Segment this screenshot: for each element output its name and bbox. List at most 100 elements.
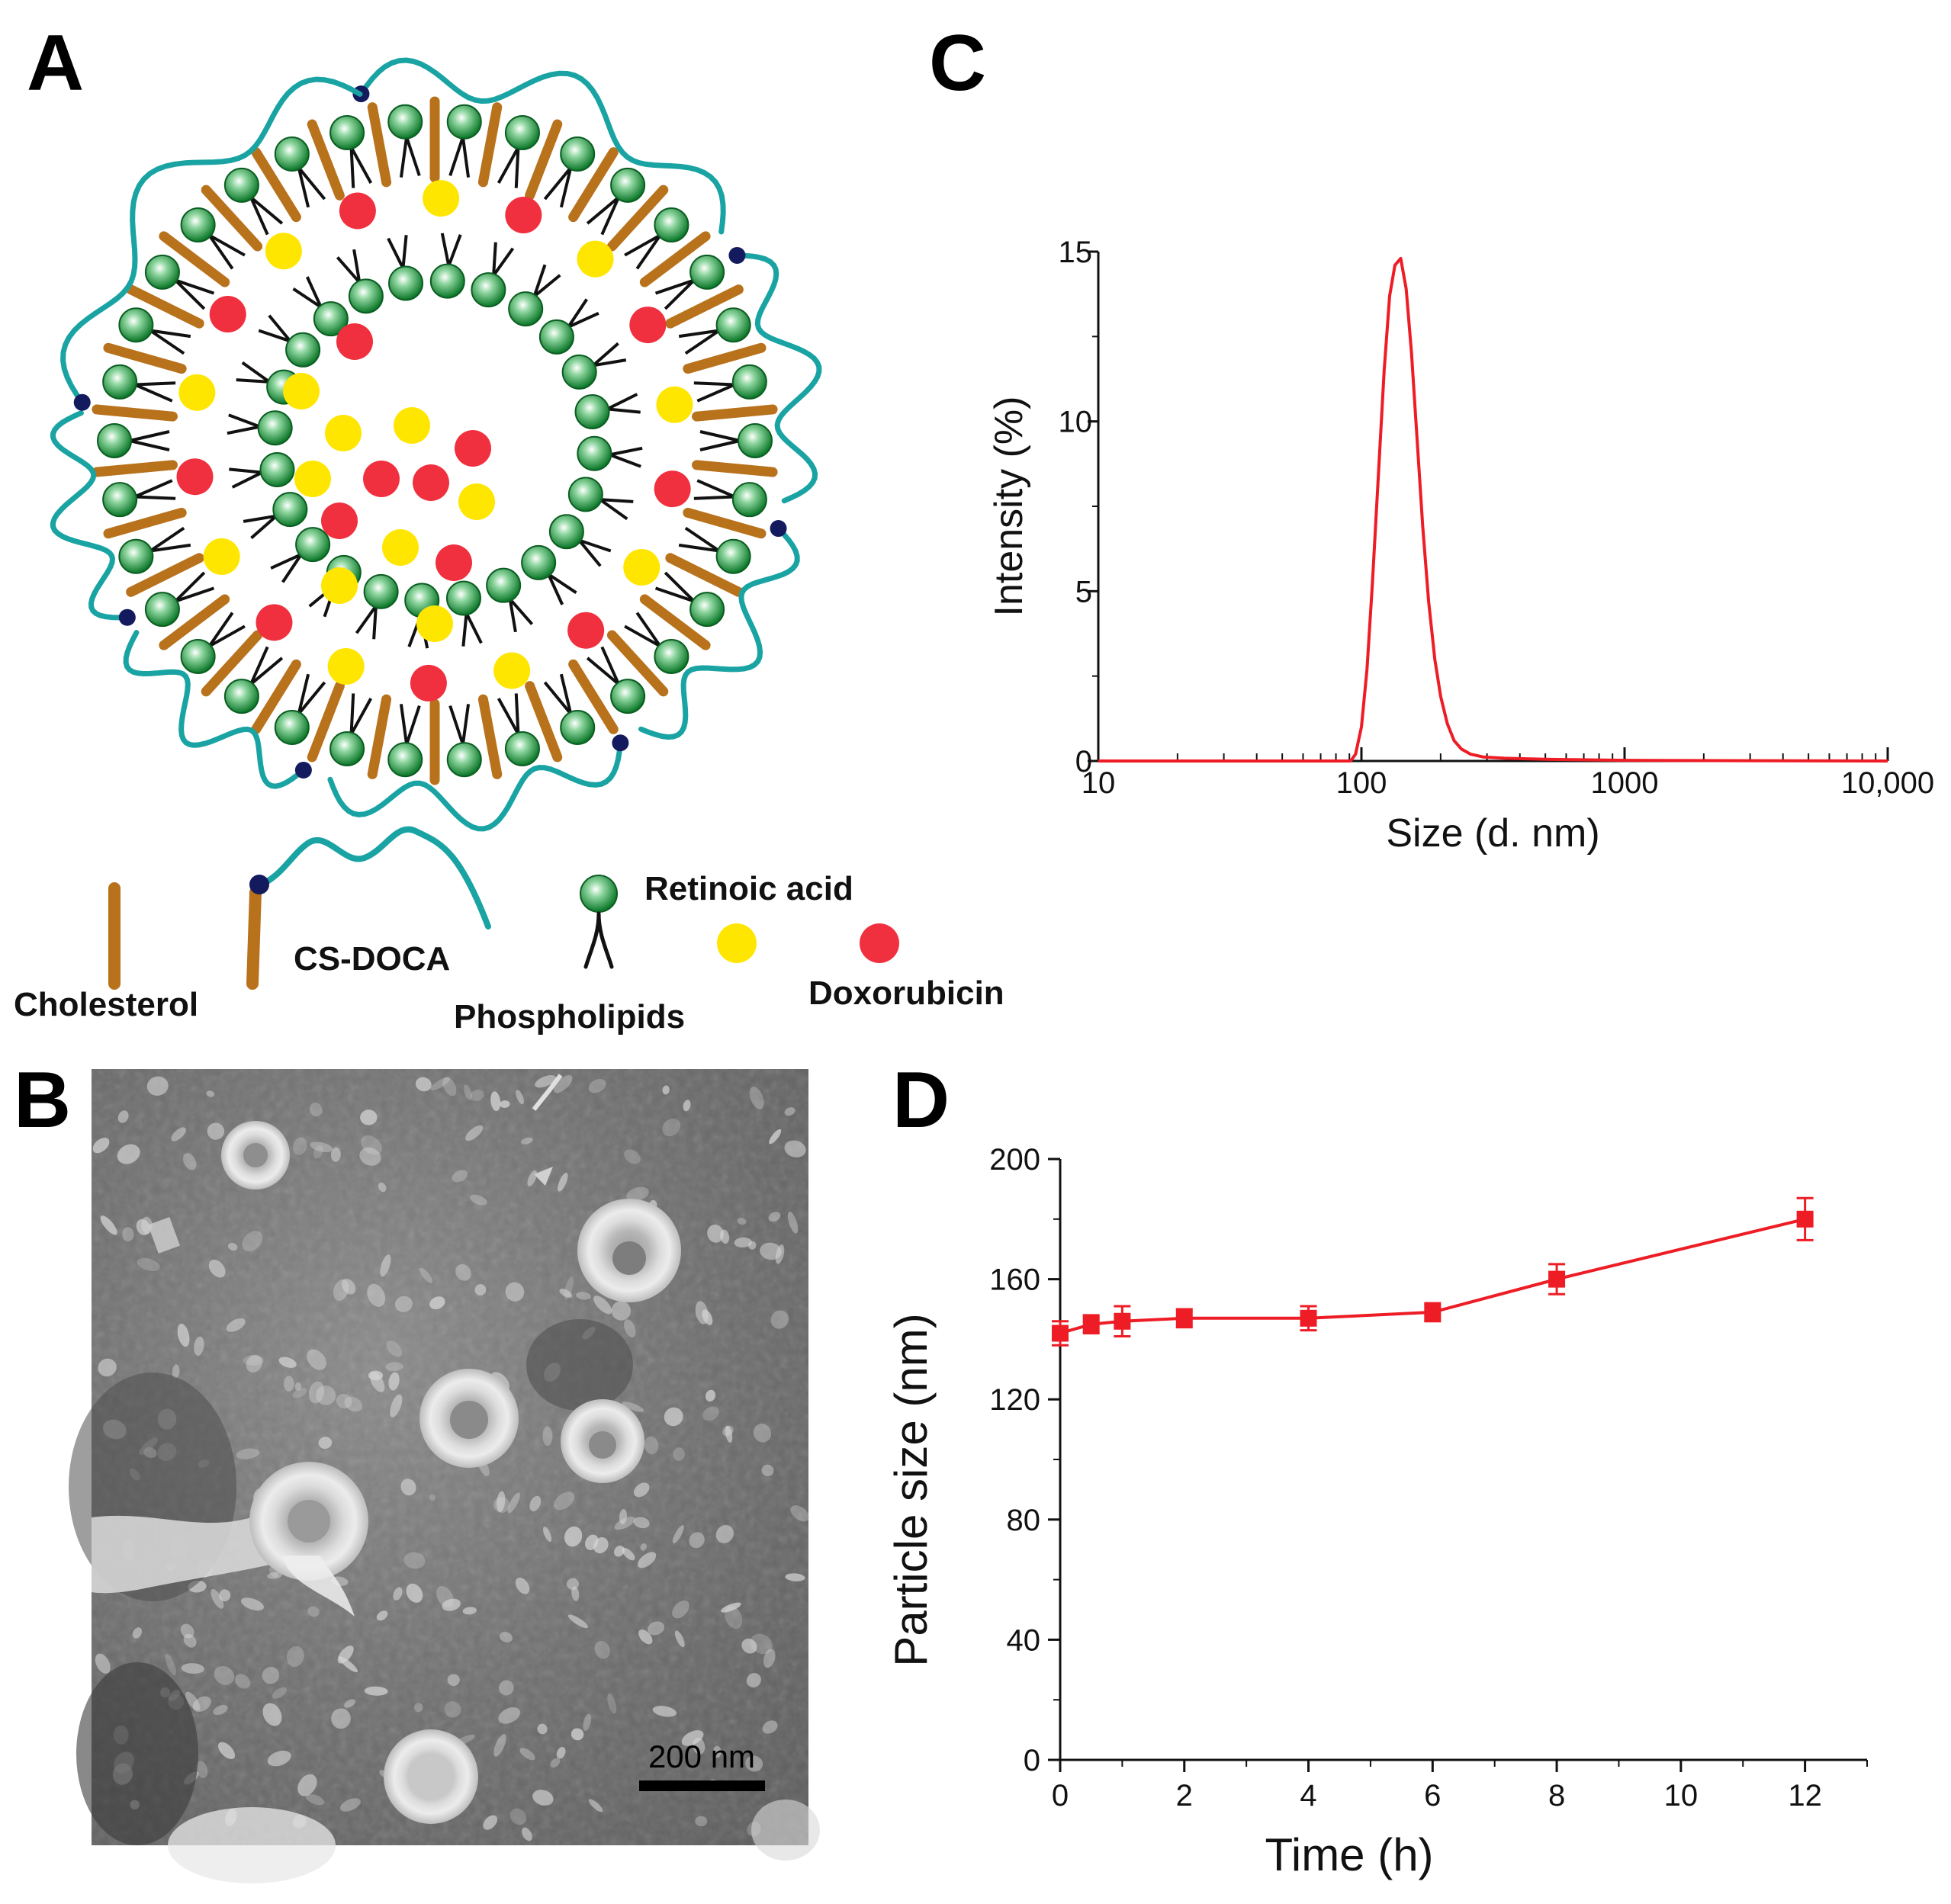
phospholipid-head [102,482,138,518]
phospholipid-head [274,709,310,745]
retinoic-acid-molecule [416,605,453,642]
phospholipid-head [180,638,216,674]
cholesterol [201,630,263,697]
cholesterol [477,102,503,188]
phospholipid-head [715,307,751,343]
cs-doca-anchor [612,734,629,752]
cs-doca-legend-symbol [246,826,491,990]
cholesterol [692,460,778,477]
cholesterol [477,694,503,779]
phospholipid-head [561,354,597,390]
x-tick-label: 1000 [1591,766,1659,800]
phospholipids-label: Phospholipids [454,998,685,1035]
cholesterol [525,119,563,201]
data-point [1175,1309,1193,1327]
phospholipid-head [274,136,310,172]
phospholipid-head [223,167,259,203]
doxorubicin-legend-symbol [860,923,899,963]
phospholipid-head [272,492,308,528]
data-point [1114,1312,1131,1330]
phospholipid-head [118,307,154,343]
phospholipid-head [102,364,138,400]
phospholipid-head [295,527,331,563]
doxorubicin-molecule [256,604,293,641]
scale-bar [639,1780,765,1791]
x-tick-label: 6 [1424,1779,1441,1812]
y-tick-label: 15 [1059,236,1093,269]
phospholipid-head [313,301,349,337]
data-point [1300,1309,1317,1327]
retinoic-acid-molecule [458,483,495,520]
liposome-diagram [50,57,822,832]
doxorubicin-molecule [654,470,691,508]
doxorubicin-molecule [176,458,214,496]
y-axis-title: Particle size (nm) [886,1313,937,1666]
x-tick-label: 4 [1300,1779,1316,1812]
y-tick-label: 5 [1075,575,1092,608]
cs-doca-anchor [728,246,746,264]
phospholipid-head [259,451,295,487]
phospholipid-head [446,104,482,140]
y-tick-label: 40 [1007,1623,1041,1657]
doxorubicin-molecule [410,664,447,702]
y-tick-label: 160 [989,1263,1040,1297]
phospholipid-head [654,207,689,243]
phospholipid-head [118,538,154,574]
cs-doca-anchor [770,520,787,538]
retinoic-acid-molecule [265,233,302,270]
retinoic-acid-molecule [294,461,331,497]
phospholipid-head [144,254,180,290]
phospholipid-head [610,679,646,714]
data-point [1082,1315,1100,1333]
doxorubicin-molecule [339,192,376,230]
x-tick-label: 10,000 [1841,766,1934,800]
phospholipid-head [521,544,557,580]
retinoic-acid-molecule [394,407,430,444]
x-tick-label: 10 [1082,766,1116,800]
cholesterol [568,659,619,734]
y-tick-label: 0 [1075,745,1092,779]
retinoic-acid-molecule [493,652,531,689]
doxorubicin-molecule [321,502,358,539]
retinoic-acid-molecule [623,548,661,586]
cholesterol [665,553,744,597]
cholesterol [639,594,711,650]
cholesterol [201,185,263,252]
data-point [1052,1324,1069,1342]
phospholipid-head [285,332,321,368]
phospholipid-head [560,709,596,745]
phospholipid-head [97,423,132,458]
doxorubicin-molecule [413,464,449,501]
retinoic-acid-label: Retinoic acid [644,870,853,907]
phospholipid-head [180,207,216,243]
phospholipid-head [348,278,384,314]
cholesterol [692,404,778,422]
phospholipid-head [567,477,603,512]
panel-label-a: A [27,19,84,108]
data-point [1796,1210,1814,1228]
x-tick-label: 100 [1336,766,1387,800]
cholesterol [159,231,230,287]
y-tick-label: 0 [1024,1744,1040,1777]
doxorubicin-molecule [436,544,472,581]
phospholipid-head [429,263,465,299]
doxorubicin-molecule [363,461,400,497]
doxorubicin-molecule [567,612,605,649]
cholesterol [159,594,230,650]
doxorubicin-molecule [336,323,373,360]
retinoic-acid-molecule [178,374,216,411]
panel-label-c: C [929,19,986,108]
cholesterol [665,284,744,329]
x-tick-label: 2 [1176,1779,1193,1812]
doxorubicin-molecule [455,430,491,467]
phospholipid-head [387,104,423,140]
cholesterol [568,147,619,223]
cs-doca-anchor [73,393,91,411]
x-tick-label: 12 [1788,1779,1822,1812]
phospholipid-head [738,423,773,458]
panel-label-b: B [14,1056,71,1145]
doxorubicin-molecule [629,307,667,344]
phospholipid-head [388,265,424,301]
retinoic-acid-molecule [656,386,693,423]
